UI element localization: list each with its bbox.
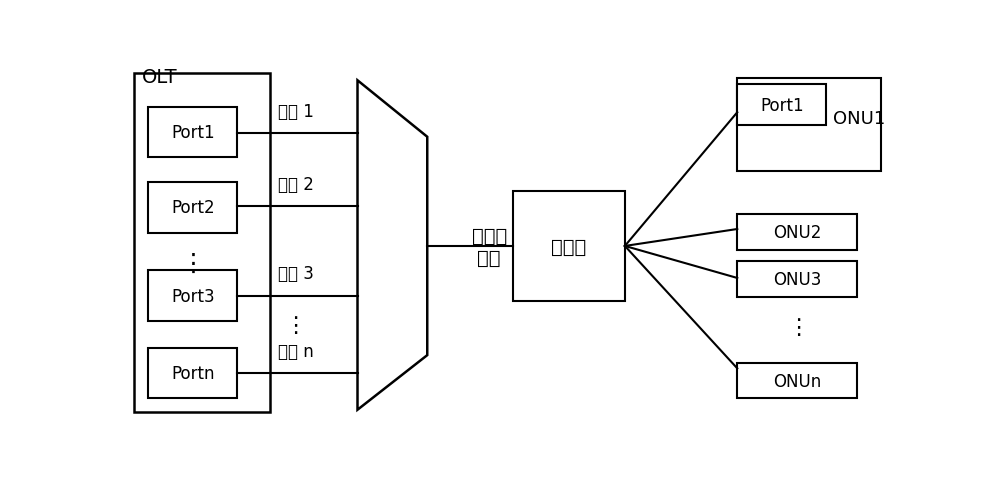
Text: ONUn: ONUn — [774, 372, 822, 390]
Bar — [148, 107, 237, 158]
Text: 通道 1: 通道 1 — [278, 102, 313, 121]
Text: ONU2: ONU2 — [774, 224, 822, 242]
Text: 通道 n: 通道 n — [278, 342, 313, 360]
Text: 通道 3: 通道 3 — [278, 265, 313, 283]
Text: 波分复
用器: 波分复 用器 — [472, 226, 507, 267]
Text: 通道 2: 通道 2 — [278, 176, 313, 194]
Text: ONU3: ONU3 — [774, 270, 822, 288]
Bar — [134, 74, 270, 412]
Text: ⋮: ⋮ — [181, 251, 206, 275]
Text: ⋮: ⋮ — [787, 317, 809, 337]
Bar — [148, 183, 237, 233]
Text: OLT: OLT — [142, 68, 178, 87]
Bar — [737, 79, 881, 171]
Text: ONU1: ONU1 — [833, 110, 885, 128]
Text: Port1: Port1 — [171, 124, 215, 142]
Bar — [148, 271, 237, 322]
Text: 分光器: 分光器 — [551, 237, 586, 256]
Text: Portn: Portn — [171, 364, 215, 382]
Bar — [512, 192, 625, 301]
Text: Port2: Port2 — [171, 199, 215, 217]
Bar — [148, 348, 237, 399]
Text: Port1: Port1 — [760, 97, 804, 115]
Bar — [737, 363, 857, 399]
Bar — [737, 85, 826, 126]
Polygon shape — [358, 81, 427, 410]
Bar — [737, 262, 857, 297]
Text: ⋮: ⋮ — [284, 315, 307, 335]
Bar — [737, 215, 857, 250]
Text: Port3: Port3 — [171, 287, 215, 305]
